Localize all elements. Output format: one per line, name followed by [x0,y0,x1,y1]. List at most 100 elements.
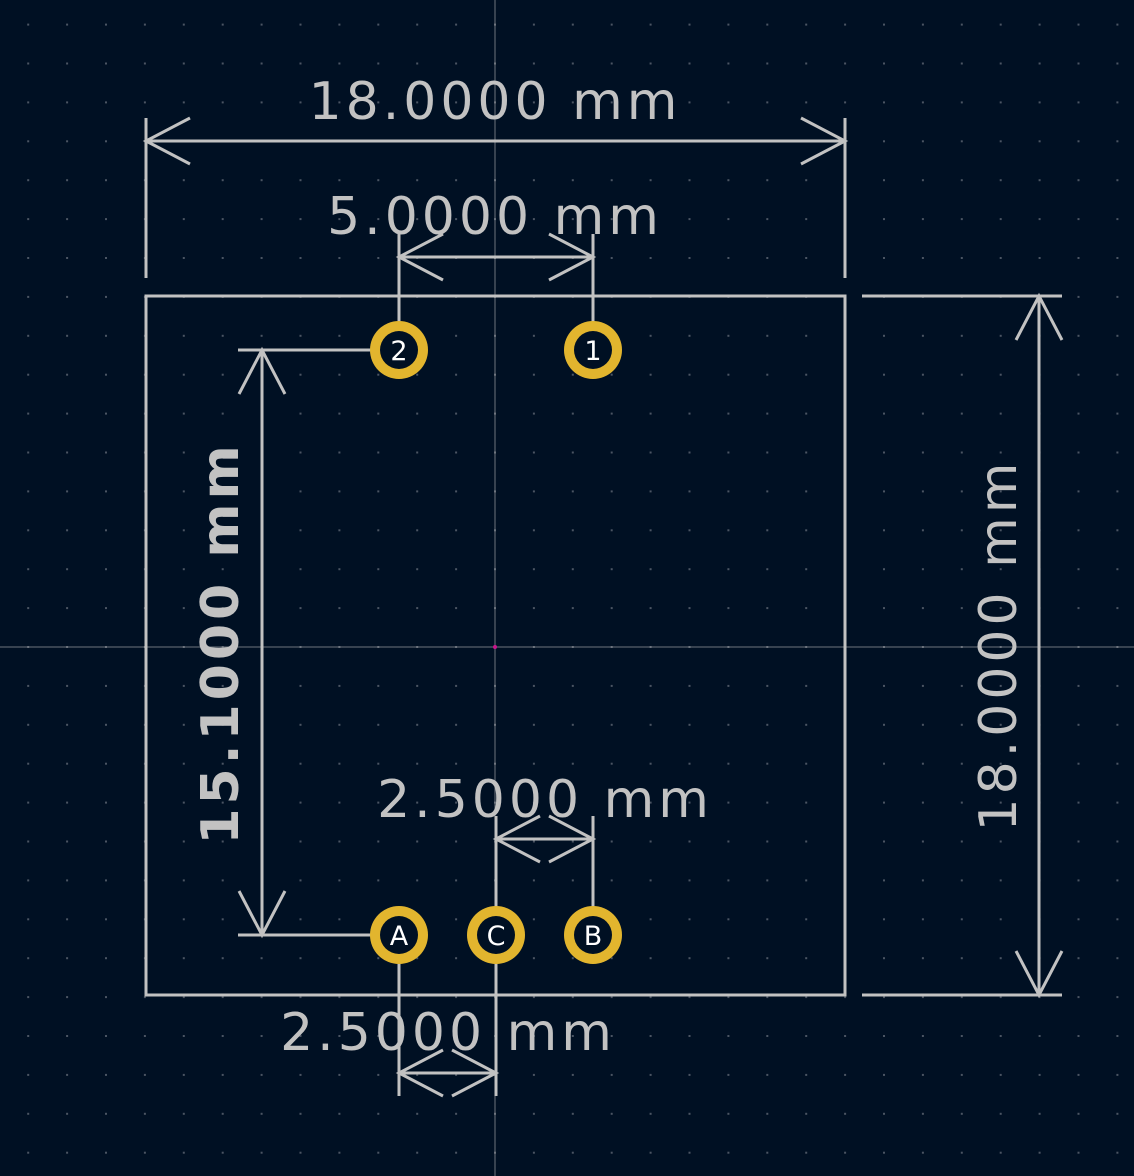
grid-dot [1116,373,1119,376]
grid-dot [999,257,1002,259]
grid-dot [338,957,341,960]
grid-dot [532,451,535,454]
grid-dot [455,179,458,182]
grid-dot [299,723,302,726]
grid-dot [182,607,185,610]
grid-dot [27,140,30,143]
grid-dot [221,801,224,804]
grid-dot [649,451,652,454]
grid-dot [960,373,963,376]
grid-dot [999,957,1002,960]
grid-dot [182,1112,185,1115]
grid-dot [416,529,419,532]
grid-dot [649,412,652,415]
grid-dot [377,490,380,493]
grid-dot [1038,101,1041,104]
dimension-top-width[interactable]: 18.0000 mm [142,72,849,278]
grid-dot [649,684,652,687]
grid-dot [999,918,1002,921]
grid-dot [416,1035,419,1037]
pad-a[interactable]: A [370,906,428,964]
grid-dot [416,762,419,765]
grid-dot [571,490,574,493]
grid-dot [727,412,730,415]
grid-dot [766,801,769,804]
grid-dot [455,840,458,843]
grid-dot [1116,257,1119,259]
grid-dot [182,723,185,726]
grid-dot [27,62,30,65]
grid-dot [571,218,574,221]
grid-dot [1038,218,1041,221]
pad-b[interactable]: B [564,906,622,964]
grid-dot [649,1112,652,1115]
grid-dot [1077,762,1080,765]
grid-dot [377,762,380,765]
grid-dot [960,62,963,65]
grid-dot [416,801,419,804]
grid-dot [649,723,652,726]
grid-dot [377,957,380,960]
grid-dot [338,723,341,726]
grid-dot [377,101,380,104]
grid-dot [1116,996,1119,999]
grid-dot [416,179,419,182]
grid-dot [960,179,963,182]
grid-dot [105,723,107,726]
grid-dot [610,218,613,221]
dimension-pad-vertical-span[interactable]: 15.1000 mm [191,346,384,939]
grid-dot [649,23,652,26]
grid-dot [805,334,808,337]
pad-2[interactable]: 2 [370,321,428,379]
grid-dot [999,684,1002,687]
dimension-right-height[interactable]: 18.0000 mm [862,292,1064,999]
grid-dot [1116,295,1119,298]
grid-dot [221,23,224,26]
dimension-pad-pitch-bottom-right[interactable]: 2.5000 mm [377,770,713,920]
grid-dot [182,218,185,221]
grid-dot [960,684,963,687]
grid-dot [727,840,730,843]
grid-dot [883,1035,885,1037]
grid-dot [416,1073,419,1076]
grid-dot [844,101,847,104]
grid-dot [338,412,341,415]
grid-dot [221,684,224,687]
grid-dot [416,23,419,26]
grid-dot [105,879,107,882]
grid-dot [416,451,419,454]
grid-dot [921,1035,924,1037]
grid-dot [844,1112,847,1115]
dimension-pad-pitch-top[interactable]: 5.0000 mm [327,187,663,335]
pad-c[interactable]: C [467,906,525,964]
pad-1[interactable]: 1 [564,321,622,379]
grid-dot [805,957,808,960]
grid-dot [766,218,769,221]
grid-dot [260,101,263,104]
grid-dot [688,607,691,610]
grid-dot [727,723,730,726]
grid-dot [727,957,730,960]
grid-dot [416,684,419,687]
dimension-label: 2.5000 mm [280,1003,616,1063]
grid-dot [1077,334,1080,337]
dimension-pad-pitch-bottom-left[interactable]: 2.5000 mm [280,950,616,1098]
grid-dot [571,723,574,726]
grid-dot [921,1073,924,1076]
grid-dot [727,1073,730,1076]
grid-dot [571,23,574,26]
grid-dot [999,179,1002,182]
grid-dot [999,840,1002,843]
grid-dot [766,529,769,532]
grid-dot [883,373,885,376]
grid-dot [1116,801,1119,804]
grid-dot [260,23,263,26]
pad-number: B [584,921,603,952]
grid-dot [960,529,963,532]
grid-dot [260,1035,263,1037]
grid-dot [532,23,535,26]
grid-dot [1116,607,1119,610]
grid-dot [766,62,769,65]
pad-number: C [487,921,506,952]
